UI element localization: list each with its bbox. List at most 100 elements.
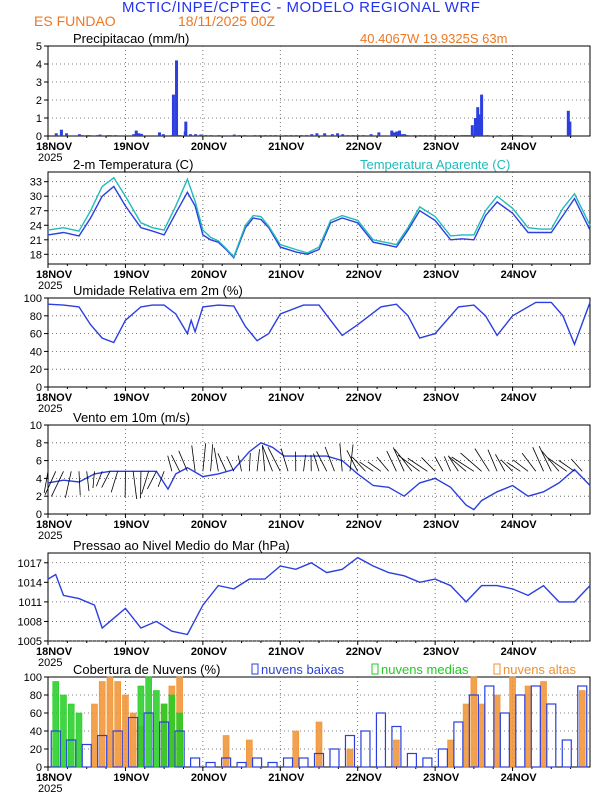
humidity-xtick-label: 23NOV: [423, 392, 460, 404]
cloud-bar-nuvens-baixas: [205, 761, 216, 768]
wind-title: Vento em 10m (m/s): [73, 410, 190, 425]
run-date-label: 18/11/2025 00Z: [178, 13, 276, 29]
precip-bar: [449, 135, 453, 136]
temp-ytick-label: 27: [30, 206, 42, 218]
precip-bar: [178, 135, 182, 136]
wind-barb: [460, 452, 482, 472]
humidity-xtick-label: 22NOV: [346, 392, 383, 404]
wind-barb: [487, 449, 498, 472]
wind-barb: [397, 454, 420, 472]
cloud-legend-swatch: [371, 663, 379, 675]
pressure-frame: [47, 552, 591, 642]
wind-barb: [92, 471, 95, 489]
temp-ytick-label: 33: [30, 177, 42, 189]
precip-bar: [390, 130, 394, 136]
wind-barb: [51, 471, 64, 497]
cloud-bar-nuvens-altas: [346, 748, 354, 768]
wind-barb: [316, 451, 328, 472]
cloud-bar-nuvens-altas: [106, 676, 114, 768]
wind-xtick-label: 18NOV: [36, 519, 73, 531]
wind-barb: [191, 445, 196, 472]
cloud-bar-nuvens-baixas: [546, 703, 557, 768]
cloud-bar-nuvens-baixas: [422, 757, 433, 768]
wind-barb: [359, 461, 374, 472]
precip-bar: [175, 60, 179, 136]
pressure-ytick-label: 1014: [18, 577, 42, 589]
wind-ytick-label: 8: [36, 438, 42, 450]
precip-bar: [85, 135, 89, 136]
cloud-bar-nuvens-altas: [91, 703, 98, 768]
wind-barb: [558, 460, 575, 472]
wind-barb: [532, 447, 544, 472]
cloud-bar-nuvens-baixas: [329, 748, 340, 768]
precip-bar: [299, 135, 303, 136]
precip-bar: [444, 135, 448, 136]
cloud-bar-nuvens-baixas: [50, 730, 61, 768]
wind-barb: [157, 471, 165, 488]
cloud-bar-nuvens-altas: [98, 681, 106, 768]
cloud-bar-nuvens-altas: [478, 703, 485, 768]
cloud-bar-nuvens-medias: [168, 694, 176, 768]
humidity-ytick-label: 20: [30, 364, 42, 376]
precip-ytick-label: 4: [36, 59, 42, 71]
wind-panel: [43, 424, 591, 518]
temp-ytick-label: 30: [30, 191, 42, 203]
precip-bar: [566, 110, 570, 136]
wind-barb: [141, 471, 150, 495]
precip-bar: [194, 134, 198, 136]
cloud-bar-nuvens-baixas: [561, 739, 572, 768]
precip-bar: [323, 133, 327, 136]
precip-bar: [258, 135, 262, 136]
precip-bar: [263, 135, 267, 136]
wind-xtick-label: 23NOV: [423, 519, 460, 531]
cloud-bar-nuvens-medias: [75, 712, 83, 768]
precip-ytick-label: 1: [36, 113, 42, 125]
cloud-bar-nuvens-baixas: [453, 721, 464, 768]
header: MCTIC/INPE/CPTEC - MODELO REGIONAL WRF E…: [0, 0, 612, 30]
cloud-bar-nuvens-baixas: [313, 752, 325, 768]
precip-bar: [96, 135, 100, 136]
wind-barb: [570, 458, 583, 472]
precip-bar: [65, 133, 69, 136]
humidity-xtick-label: 21NOV: [268, 392, 305, 404]
precip-bar: [274, 135, 278, 136]
cloud-bar-nuvens-altas: [315, 721, 323, 768]
wind-barb: [541, 450, 560, 472]
wind-barb: [213, 447, 219, 472]
wind-barb: [349, 444, 354, 472]
wind-barb: [474, 448, 490, 472]
temp-ytick-label: 18: [30, 249, 42, 261]
cloud-bar-nuvens-altas: [122, 694, 129, 768]
cloud-bar-nuvens-baixas: [128, 716, 139, 768]
precip-bar: [132, 134, 136, 136]
precip-bar: [59, 129, 63, 136]
clouds-year-label: 2025: [38, 783, 62, 792]
precip-bar: [108, 135, 112, 136]
clouds-ytick-label: 80: [30, 690, 42, 702]
humidity-year-label: 2025: [38, 403, 62, 415]
cloud-bar-nuvens-medias: [145, 676, 152, 768]
precip-bar: [184, 121, 188, 136]
wind-barb: [451, 456, 475, 472]
cloud-bar-nuvens-baixas: [298, 757, 309, 768]
precip-bar: [498, 135, 502, 136]
temp-xtick-label: 24NOV: [501, 269, 538, 281]
precip-bar: [284, 135, 288, 136]
wind-barb: [394, 448, 413, 472]
humidity-line-umidade: [47, 301, 591, 347]
wind-xtick-label: 20NOV: [191, 519, 228, 531]
pressure-ytick-label: 1008: [18, 616, 42, 628]
wind-barb: [538, 445, 552, 472]
precip-bar: [477, 114, 481, 136]
precip-bar: [516, 135, 520, 136]
wind-barb: [261, 445, 273, 472]
cloud-bar-nuvens-medias: [176, 712, 183, 768]
temp-xtick-label: 21NOV: [268, 269, 305, 281]
precip-bar: [454, 135, 458, 136]
clouds-title: Cobertura de Nuvens (%): [73, 662, 220, 677]
temp-xtick-label: 20NOV: [191, 269, 228, 281]
clouds-xtick-label: 22NOV: [346, 772, 383, 784]
precip-bar: [88, 135, 92, 136]
precip-bar: [465, 135, 469, 136]
cloud-bar-nuvens-baixas: [344, 734, 356, 768]
